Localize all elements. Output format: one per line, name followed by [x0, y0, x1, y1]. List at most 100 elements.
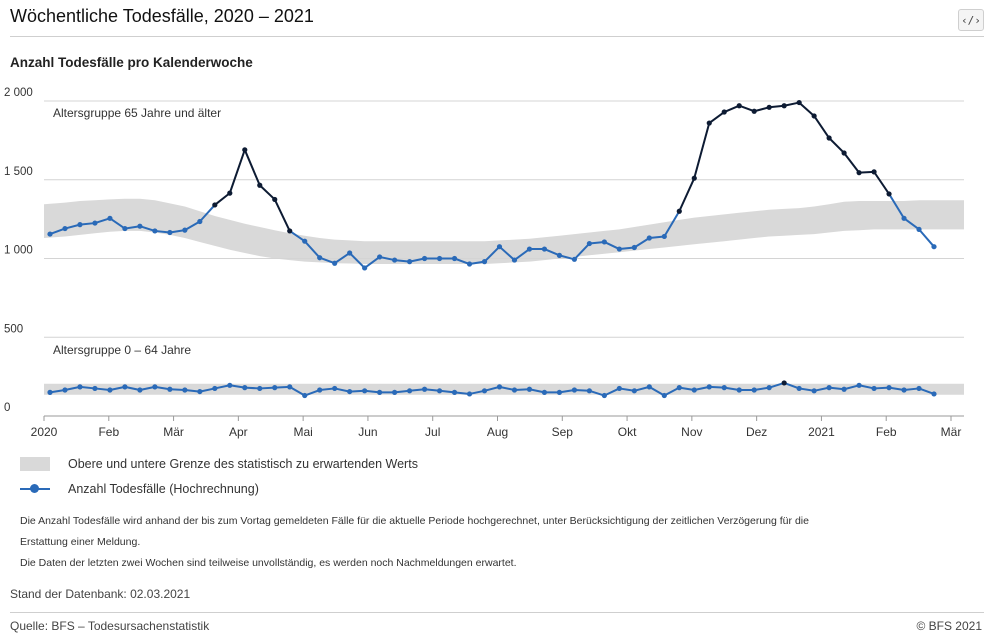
series-line-segment [183, 220, 201, 232]
data-point [257, 385, 263, 392]
data-point [901, 215, 907, 221]
data-point [481, 388, 488, 394]
series-line-segment [108, 217, 126, 230]
data-point [317, 387, 323, 393]
data-point [257, 182, 263, 188]
data-point [766, 104, 772, 110]
data-point [332, 260, 338, 266]
y-tick-label: 0 [4, 402, 10, 414]
data-point [676, 208, 682, 214]
data-point [601, 392, 607, 399]
legend-line-swatch [20, 482, 50, 496]
y-tick-label: 1 000 [4, 245, 33, 257]
series-line-segment [303, 389, 321, 397]
data-point [62, 387, 68, 393]
data-point [646, 384, 652, 390]
series-line-segment [588, 389, 606, 397]
series-line-segment [363, 255, 381, 269]
data-point [197, 388, 203, 395]
data-point [721, 385, 727, 391]
series-line-segment [198, 203, 216, 223]
data-point [691, 387, 697, 393]
legend-item-band: Obere und untere Grenze des statistisch … [20, 457, 418, 471]
data-point [242, 147, 248, 153]
series-line-segment [288, 229, 306, 243]
data-point [556, 252, 563, 258]
data-point [856, 170, 862, 176]
series-line-segment [93, 217, 111, 225]
data-point [661, 392, 667, 399]
series-line-segment [708, 111, 726, 125]
series-line-segment [318, 256, 336, 265]
data-point [811, 113, 817, 119]
data-point [182, 227, 188, 233]
grid-layer [43, 100, 964, 421]
series-label: Altersgruppe 0 – 64 Jahre [53, 343, 191, 357]
data-point [47, 389, 53, 395]
data-point [212, 385, 218, 392]
y-tick-label: 2 000 [4, 87, 33, 99]
data-point [421, 255, 428, 262]
legend-line-label: Anzahl Todesfälle (Hochrechnung) [68, 482, 259, 496]
embed-code-button[interactable]: ‹/› [958, 9, 984, 31]
series-line-segment [348, 251, 366, 269]
series-line-segment [888, 192, 906, 220]
x-tick-label: Okt [618, 425, 637, 439]
series-line-segment [243, 148, 261, 187]
divider [10, 36, 984, 37]
database-date: Stand der Datenbank: 02.03.2021 [10, 587, 191, 601]
series-line-segment [213, 192, 231, 206]
x-tick-label: Mär [941, 425, 962, 439]
data-point [347, 250, 353, 256]
data-point [332, 385, 338, 392]
x-tick-label: Apr [229, 425, 248, 439]
data-point [931, 244, 937, 250]
copyright-text: © BFS 2021 [916, 619, 982, 633]
series-line-segment [798, 101, 816, 117]
data-point [871, 385, 877, 392]
data-point [586, 240, 592, 247]
data-point [631, 244, 637, 251]
series-line-segment [648, 385, 666, 397]
x-tick-label: Nov [681, 425, 702, 439]
x-tick-label: Dez [746, 425, 767, 439]
series-line-segment [483, 245, 501, 263]
data-point [62, 225, 68, 232]
data-point [706, 384, 712, 390]
data-point [676, 385, 682, 391]
series-line-segment [333, 251, 351, 265]
data-point [511, 387, 518, 393]
x-tick-label: 2020 [31, 425, 58, 439]
code-icon: ‹/› [961, 13, 981, 27]
data-point [227, 190, 233, 196]
series-line-segment [258, 184, 276, 201]
data-point [616, 385, 622, 392]
data-point [92, 220, 98, 226]
data-point [92, 385, 98, 392]
data-point [77, 222, 83, 228]
x-tick-label: Mär [163, 425, 184, 439]
data-point [646, 235, 652, 241]
data-point [212, 202, 218, 208]
x-tick-label: Jul [425, 425, 440, 439]
series-line-segment [723, 104, 741, 114]
data-point [451, 389, 458, 395]
chart-subtitle: Anzahl Todesfälle pro Kalenderwoche [10, 55, 253, 70]
x-tick-label: Mai [293, 425, 312, 439]
series-line-segment [498, 245, 516, 262]
data-point [406, 388, 413, 394]
data-point [272, 385, 278, 391]
data-point [811, 388, 817, 394]
x-tick-label: Aug [487, 425, 508, 439]
note-line-1: Die Anzahl Todesfälle wird anhand der bi… [20, 515, 809, 527]
data-point [451, 255, 458, 262]
series-line-segment [273, 198, 291, 232]
divider [10, 612, 984, 613]
data-point [916, 226, 922, 232]
data-point [122, 384, 128, 390]
series-line-segment [918, 228, 935, 248]
series-line-segment [573, 242, 591, 261]
y-tick-label: 500 [4, 323, 23, 335]
data-point [916, 385, 922, 392]
data-point [481, 259, 488, 265]
